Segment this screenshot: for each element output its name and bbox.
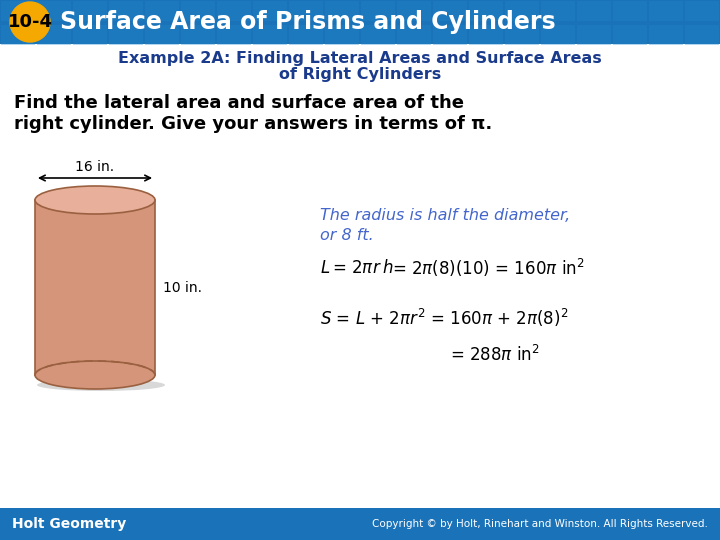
Text: Surface Area of Prisms and Cylinders: Surface Area of Prisms and Cylinders — [60, 10, 556, 34]
FancyBboxPatch shape — [109, 1, 143, 21]
FancyBboxPatch shape — [73, 25, 107, 45]
Ellipse shape — [35, 361, 155, 389]
FancyBboxPatch shape — [325, 1, 359, 21]
Ellipse shape — [35, 186, 155, 214]
Text: Copyright © by Holt, Rinehart and Winston. All Rights Reserved.: Copyright © by Holt, Rinehart and Winsto… — [372, 519, 708, 529]
Text: Example 2A: Finding Lateral Areas and Surface Areas: Example 2A: Finding Lateral Areas and Su… — [118, 51, 602, 65]
FancyBboxPatch shape — [37, 25, 71, 45]
FancyBboxPatch shape — [397, 1, 431, 21]
FancyBboxPatch shape — [0, 0, 720, 44]
FancyBboxPatch shape — [217, 25, 251, 45]
FancyBboxPatch shape — [289, 25, 323, 45]
FancyBboxPatch shape — [685, 25, 719, 45]
FancyBboxPatch shape — [541, 25, 575, 45]
FancyBboxPatch shape — [253, 1, 287, 21]
Ellipse shape — [37, 379, 165, 391]
FancyBboxPatch shape — [505, 25, 539, 45]
FancyBboxPatch shape — [649, 1, 683, 21]
FancyBboxPatch shape — [577, 1, 611, 21]
FancyBboxPatch shape — [541, 1, 575, 21]
FancyBboxPatch shape — [649, 25, 683, 45]
Text: $L$: $L$ — [320, 259, 330, 277]
FancyBboxPatch shape — [217, 1, 251, 21]
FancyBboxPatch shape — [361, 1, 395, 21]
FancyBboxPatch shape — [1, 1, 35, 21]
Text: 16 in.: 16 in. — [76, 160, 114, 174]
FancyBboxPatch shape — [0, 508, 720, 540]
FancyBboxPatch shape — [37, 1, 71, 21]
FancyBboxPatch shape — [685, 1, 719, 21]
FancyBboxPatch shape — [109, 25, 143, 45]
Text: of Right Cylinders: of Right Cylinders — [279, 68, 441, 83]
FancyBboxPatch shape — [433, 1, 467, 21]
FancyBboxPatch shape — [325, 25, 359, 45]
FancyBboxPatch shape — [35, 200, 155, 375]
Text: right cylinder. Give your answers in terms of π.: right cylinder. Give your answers in ter… — [14, 115, 492, 133]
Text: Find the lateral area and surface area of the: Find the lateral area and surface area o… — [14, 94, 464, 112]
Text: or 8 ft.: or 8 ft. — [320, 227, 374, 242]
FancyBboxPatch shape — [181, 1, 215, 21]
Text: = 288$\pi$ in$^2$: = 288$\pi$ in$^2$ — [450, 345, 540, 365]
FancyBboxPatch shape — [469, 25, 503, 45]
FancyBboxPatch shape — [613, 25, 647, 45]
FancyBboxPatch shape — [433, 25, 467, 45]
Text: $h$: $h$ — [382, 259, 393, 277]
FancyBboxPatch shape — [145, 1, 179, 21]
Text: $S$ = $L$ + 2$\pi r^2$ = 160$\pi$ + 2$\pi$(8)$^2$: $S$ = $L$ + 2$\pi r^2$ = 160$\pi$ + 2$\p… — [320, 307, 568, 329]
FancyBboxPatch shape — [361, 25, 395, 45]
FancyBboxPatch shape — [145, 25, 179, 45]
FancyBboxPatch shape — [73, 1, 107, 21]
FancyBboxPatch shape — [469, 1, 503, 21]
FancyBboxPatch shape — [1, 25, 35, 45]
Circle shape — [10, 2, 50, 42]
Text: 10 in.: 10 in. — [163, 280, 202, 294]
Text: The radius is half the diameter,: The radius is half the diameter, — [320, 207, 570, 222]
FancyBboxPatch shape — [397, 25, 431, 45]
FancyBboxPatch shape — [505, 1, 539, 21]
Text: $r$: $r$ — [372, 259, 382, 277]
Text: = 2$\pi$(8)(10) = 160$\pi$ in$^2$: = 2$\pi$(8)(10) = 160$\pi$ in$^2$ — [392, 257, 585, 279]
FancyBboxPatch shape — [613, 1, 647, 21]
Text: 10-4: 10-4 — [7, 13, 53, 31]
FancyBboxPatch shape — [289, 1, 323, 21]
FancyBboxPatch shape — [253, 25, 287, 45]
Text: = 2$\pi$: = 2$\pi$ — [332, 259, 374, 277]
FancyBboxPatch shape — [181, 25, 215, 45]
Text: Holt Geometry: Holt Geometry — [12, 517, 126, 531]
FancyBboxPatch shape — [577, 25, 611, 45]
